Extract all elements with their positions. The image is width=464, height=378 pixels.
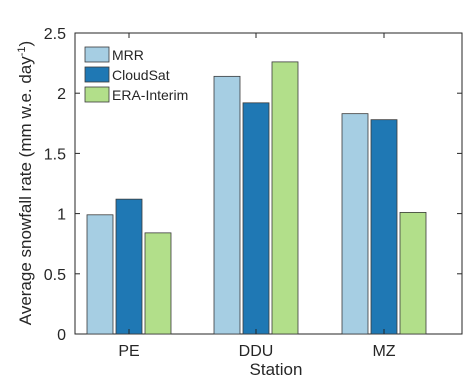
- y-tick-label: 0.5: [44, 267, 66, 284]
- y-ticks: 0 0.5 1 1.5 2 2.5: [44, 26, 462, 344]
- y-tick-label: 1.5: [44, 146, 66, 163]
- x-tick-label: DDU: [239, 343, 274, 360]
- legend: MRR CloudSat ERA-Interim: [84, 46, 188, 103]
- y-tick-label: 1: [57, 207, 66, 224]
- legend-label: ERA-Interim: [112, 87, 188, 103]
- bar-era-interim-pe: [144, 232, 172, 335]
- bar-cloudsat-pe: [115, 198, 143, 335]
- legend-label: CloudSat: [112, 67, 170, 83]
- y-tick-label: 2.5: [44, 26, 66, 43]
- bar-mrr-ddu: [213, 75, 241, 335]
- x-axis-label: Station: [250, 360, 303, 378]
- x-tick-label: PE: [118, 343, 139, 360]
- y-axis-label-main: Average snowfall rate (mm w.e. day: [16, 56, 35, 325]
- bar-cloudsat-ddu: [242, 102, 270, 335]
- bar-cloudsat-mz: [370, 119, 398, 335]
- legend-swatch: [84, 46, 110, 63]
- bar-mrr-pe: [86, 214, 114, 335]
- x-ticks: PE DDU MZ: [118, 33, 396, 360]
- bar-era-interim-ddu: [271, 61, 299, 335]
- y-tick-label: 2: [57, 86, 66, 103]
- legend-label: MRR: [112, 47, 144, 63]
- legend-swatch: [84, 86, 110, 103]
- bar-mrr-mz: [341, 113, 369, 335]
- bar-era-interim-mz: [399, 211, 427, 335]
- y-tick-label: 0: [57, 327, 66, 344]
- y-axis-label-exponent: -1: [16, 46, 28, 56]
- legend-swatch: [84, 66, 110, 83]
- y-axis-label: Average snowfall rate (mm w.e. day-1): [16, 41, 35, 325]
- x-tick-label: MZ: [372, 343, 395, 360]
- y-axis-label-suffix: ): [16, 41, 35, 47]
